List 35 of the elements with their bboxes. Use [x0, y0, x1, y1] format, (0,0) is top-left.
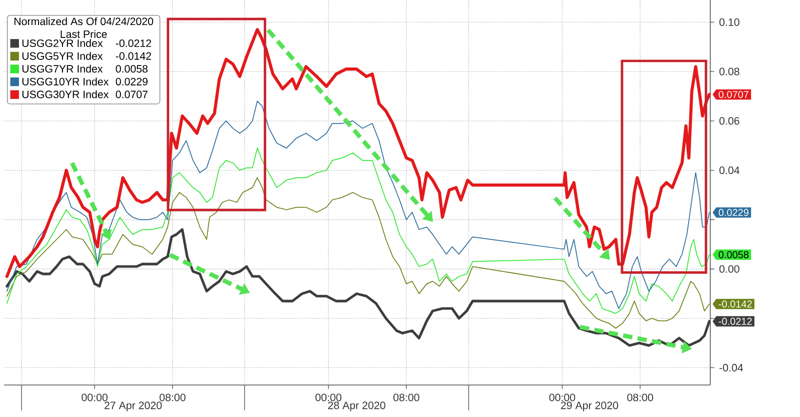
x-tick-label: 08:00: [393, 394, 420, 402]
legend-label: USGG2YR Index: [22, 39, 103, 48]
y-tick-label: 0.08: [719, 68, 740, 76]
line-series: [6, 100, 710, 309]
text: 29 Apr 2020: [560, 402, 618, 412]
line-series: [6, 177, 710, 329]
legend-title: Normalized As Of 04/24/2020 Last Price: [14, 17, 154, 38]
legend-label: USGG10YR Index: [22, 78, 109, 86]
legend-label: USGG5YR Index: [22, 52, 103, 60]
x-tick-label: 08:00: [627, 394, 654, 402]
y-tick-label: 0.00: [719, 265, 740, 273]
y-tick-label: 0.04: [719, 166, 740, 174]
x-tick-label: 00:00: [549, 394, 576, 402]
data-label: -0.0212: [718, 318, 752, 325]
y-tick-label: -0.04: [719, 364, 744, 372]
legend-label: USGG30YR Index: [22, 90, 109, 98]
text: 28 Apr 2020: [328, 402, 386, 412]
text: 27 Apr 2020: [104, 402, 162, 412]
text: 0.0058: [116, 65, 148, 73]
data-label: 0.0229: [718, 208, 748, 216]
text: 0.0229: [116, 78, 148, 86]
data-label: -0.0142: [718, 300, 752, 308]
y-tick-label: 0.06: [719, 117, 740, 125]
line-series: [6, 148, 710, 314]
line-series: [5, 28, 710, 278]
text: 0.0707: [116, 90, 148, 98]
x-tick-label: 00:00: [82, 394, 108, 402]
text: -0.0212: [116, 39, 152, 48]
legend-label: USGG7YR Index: [22, 64, 103, 73]
x-tick-label: 08:00: [160, 394, 186, 402]
data-label: 0.0058: [718, 251, 748, 258]
data-label: 0.0707: [718, 90, 748, 98]
y-tick-label: 0.10: [719, 18, 740, 26]
text: -0.0142: [116, 52, 152, 60]
x-tick-label: 00:00: [315, 394, 342, 402]
